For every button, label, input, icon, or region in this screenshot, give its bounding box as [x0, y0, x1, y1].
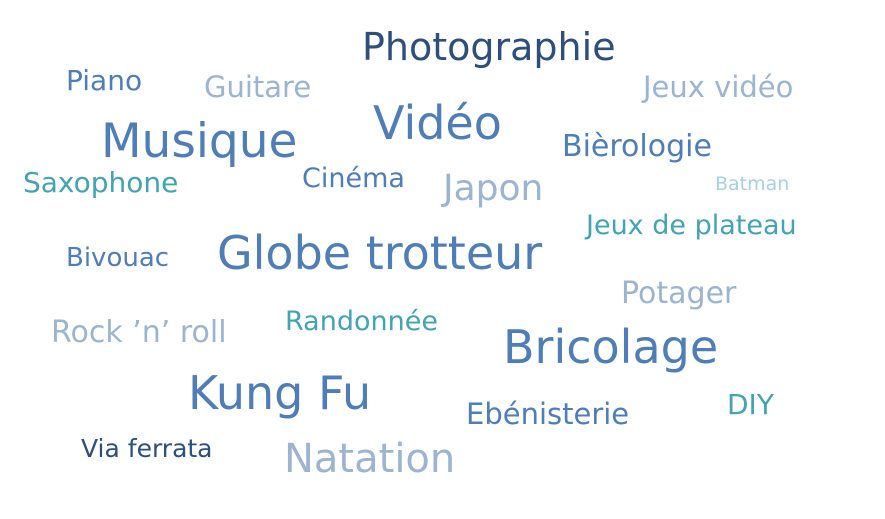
word-jeux-de-plateau: Jeux de plateau [586, 210, 797, 241]
word-jeux-video: Jeux vidéo [643, 70, 794, 104]
word-piano: Piano [66, 64, 143, 97]
word-bierologie: Bièrologie [562, 129, 712, 164]
word-video: Vidéo [373, 96, 502, 150]
word-japon: Japon [443, 168, 544, 209]
word-bivouac: Bivouac [66, 243, 170, 273]
word-rock-n-roll: Rock ’n’ roll [51, 315, 227, 350]
word-randonnee: Randonnée [285, 306, 438, 337]
word-batman: Batman [715, 173, 790, 195]
word-diy: DIY [727, 388, 774, 421]
word-guitare: Guitare [204, 70, 312, 104]
word-musique: Musique [101, 114, 298, 169]
word-kung-fu: Kung Fu [188, 366, 372, 420]
word-bricolage: Bricolage [503, 320, 719, 374]
word-natation: Natation [284, 436, 456, 482]
word-globe-trotteur: Globe trotteur [217, 226, 543, 280]
word-via-ferrata: Via ferrata [81, 434, 213, 463]
word-potager: Potager [621, 276, 737, 311]
word-photographie: Photographie [362, 25, 616, 69]
word-saxophone: Saxophone [23, 166, 179, 199]
word-ebenisterie: Ebénisterie [466, 397, 630, 431]
word-cinema: Cinéma [302, 163, 405, 194]
